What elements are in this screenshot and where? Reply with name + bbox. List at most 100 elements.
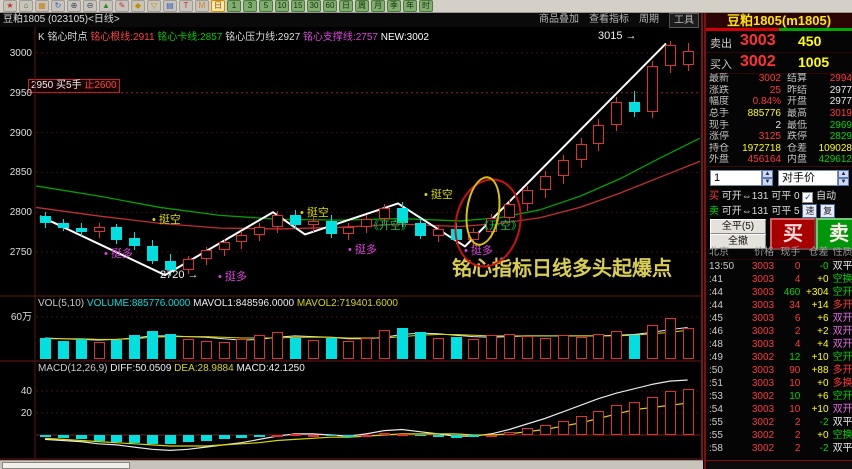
stats-row: 涨停 3125 跌停 2829 bbox=[706, 131, 852, 143]
volume-bar bbox=[664, 318, 676, 359]
price-type-down-spinner[interactable]: ▼ bbox=[838, 178, 849, 186]
tick-row[interactable]: :58 3002 2 -2 双平 bbox=[706, 442, 852, 455]
menu-item-1[interactable]: 查看指标 bbox=[589, 14, 629, 25]
home-icon[interactable]: ⌂ bbox=[19, 0, 33, 12]
period-1-icon[interactable]: 1 bbox=[227, 0, 241, 12]
tick-row[interactable]: 13:50 3003 0 -0 双平 bbox=[706, 260, 852, 273]
tick-row[interactable]: :49 3002 12 +10 空开 bbox=[706, 351, 852, 364]
close-all-button[interactable]: 全平(5) bbox=[710, 219, 766, 234]
tick-row[interactable]: :44 3003 460 +304 空开 bbox=[706, 286, 852, 299]
period-5-icon[interactable]: 5 bbox=[259, 0, 273, 12]
star-icon[interactable]: ★ bbox=[3, 0, 17, 12]
quantity-up-spinner[interactable]: ▲ bbox=[762, 170, 773, 178]
period-15-icon[interactable]: 15 bbox=[291, 0, 305, 12]
price-tick-label: 2800 bbox=[9, 207, 32, 219]
zoom-out-icon[interactable]: ⊖ bbox=[83, 0, 97, 12]
price-type-up-spinner[interactable]: ▲ bbox=[838, 170, 849, 178]
candle bbox=[521, 189, 533, 205]
period-10-icon[interactable]: 10 bbox=[275, 0, 289, 12]
period-day-selected-icon[interactable]: 日 bbox=[211, 0, 225, 12]
period-nian-icon[interactable]: 年 bbox=[403, 0, 417, 12]
macd-bar bbox=[629, 402, 641, 435]
tick-row[interactable]: :41 3003 4 +0 空换 bbox=[706, 273, 852, 286]
period-shi-icon[interactable]: 时 bbox=[419, 0, 433, 12]
refresh-icon[interactable]: ↻ bbox=[51, 0, 65, 12]
cancel-all-button[interactable]: 全撤 bbox=[710, 234, 766, 249]
bid-label: 买入 bbox=[710, 59, 732, 71]
zoom-in-icon[interactable]: ⊕ bbox=[67, 0, 81, 12]
period-3-icon[interactable]: 3 bbox=[243, 0, 257, 12]
tick-row[interactable]: :55 3002 2 -2 双平 bbox=[706, 416, 852, 429]
quantity-down-spinner[interactable]: ▼ bbox=[762, 178, 773, 186]
tick-cell: :53 bbox=[709, 391, 723, 402]
volume-bar bbox=[557, 335, 569, 359]
menu-item-3[interactable]: 工具 bbox=[669, 13, 699, 28]
auto-checkbox[interactable]: ✓ bbox=[802, 192, 814, 203]
candlestick-chart[interactable]: K 铭心时点 铭心根线:2911 铭心卡线:2857 铭心压力线:2927 铭心… bbox=[0, 0, 703, 469]
macd-bar bbox=[539, 425, 551, 435]
macro-icon[interactable]: M bbox=[195, 0, 209, 12]
tick-row[interactable]: :51 3003 10 +0 多换 bbox=[706, 377, 852, 390]
pencil-icon[interactable]: ✎ bbox=[115, 0, 129, 12]
period-60-icon[interactable]: 60 bbox=[323, 0, 337, 12]
tick-cell: 3003 bbox=[751, 300, 775, 311]
macd-bar bbox=[218, 435, 230, 440]
menu-item-0[interactable]: 商品叠加 bbox=[539, 14, 579, 25]
period-ri-icon[interactable]: 日 bbox=[339, 0, 353, 12]
layout-icon[interactable]: ▦ bbox=[35, 0, 49, 12]
stats-cell: 1972718 bbox=[742, 142, 781, 154]
candle bbox=[629, 102, 641, 112]
bid-row[interactable]: 买入 3002 1005 bbox=[706, 52, 852, 74]
tick-row[interactable]: :46 3003 2 +2 双开 bbox=[706, 325, 852, 338]
tick-cell: 空换 bbox=[832, 430, 852, 441]
chart-title: 豆粕1805 (023105)<日线> bbox=[3, 14, 120, 25]
text-segment: DIFF:50.0509 bbox=[110, 363, 175, 374]
candle bbox=[40, 216, 51, 224]
text-segment: VOL(5,10) bbox=[38, 298, 87, 309]
period-ji-icon[interactable]: 季 bbox=[387, 0, 401, 12]
scrollbar-thumb[interactable] bbox=[2, 462, 130, 469]
volume-bar bbox=[147, 331, 159, 359]
stats-cell: 开盘 bbox=[787, 96, 807, 108]
chart-lines bbox=[0, 13, 703, 469]
candle bbox=[254, 227, 266, 236]
paint-icon[interactable]: ◆ bbox=[131, 0, 145, 12]
tick-row[interactable]: :55 3002 2 +0 空换 bbox=[706, 429, 852, 442]
tick-cell: +304 bbox=[806, 287, 829, 298]
period-yue-icon[interactable]: 月 bbox=[371, 0, 385, 12]
bid-volume: 1005 bbox=[798, 54, 830, 70]
table-icon[interactable]: ▤ bbox=[163, 0, 177, 12]
volume-bar bbox=[343, 340, 355, 359]
horizontal-scrollbar[interactable] bbox=[0, 460, 703, 469]
tick-row[interactable]: :50 3003 90 +88 多开 bbox=[706, 364, 852, 377]
macd-bar bbox=[361, 435, 373, 437]
buy-button[interactable]: 买 bbox=[770, 218, 816, 250]
repeat-button[interactable]: 复 bbox=[820, 204, 836, 218]
macd-bar bbox=[504, 431, 516, 435]
stats-cell: 结算 bbox=[787, 73, 807, 84]
tick-cell: 双平 bbox=[832, 261, 852, 272]
period-zhou-icon[interactable]: 周 bbox=[355, 0, 369, 12]
price-type-select[interactable]: 对手价 bbox=[778, 170, 838, 186]
hammer-icon[interactable]: T bbox=[179, 0, 193, 12]
tick-row[interactable]: :44 3003 34 +14 多开 bbox=[706, 299, 852, 312]
menu-item-2[interactable]: 周期 bbox=[639, 14, 659, 25]
ask-row[interactable]: 卖出 3003 450 bbox=[706, 31, 852, 53]
ask-volume: 450 bbox=[798, 33, 822, 49]
quick-button[interactable]: 速 bbox=[802, 204, 818, 218]
macd-bar bbox=[93, 435, 105, 441]
stats-row: 持仓 1972718 仓差 109028 bbox=[706, 143, 852, 155]
tick-row[interactable]: :54 3003 10 +10 双开 bbox=[706, 403, 852, 416]
tick-row[interactable]: :53 3002 10 +6 空开 bbox=[706, 390, 852, 403]
period-30-icon[interactable]: 30 bbox=[307, 0, 321, 12]
price-tick-label: 3000 bbox=[9, 48, 32, 59]
filter-icon[interactable]: ▽ bbox=[147, 0, 161, 12]
macd-bar bbox=[682, 388, 694, 435]
sell-button[interactable]: 卖 bbox=[816, 218, 852, 250]
tick-row[interactable]: :45 3003 6 +6 双开 bbox=[706, 312, 852, 325]
tick-cell: 3003 bbox=[751, 261, 775, 272]
macd-bar bbox=[343, 435, 355, 438]
tick-row[interactable]: :48 3003 4 +4 双开 bbox=[706, 338, 852, 351]
quantity-input[interactable]: 1 bbox=[710, 170, 762, 186]
chart-icon[interactable]: ▲ bbox=[99, 0, 113, 12]
